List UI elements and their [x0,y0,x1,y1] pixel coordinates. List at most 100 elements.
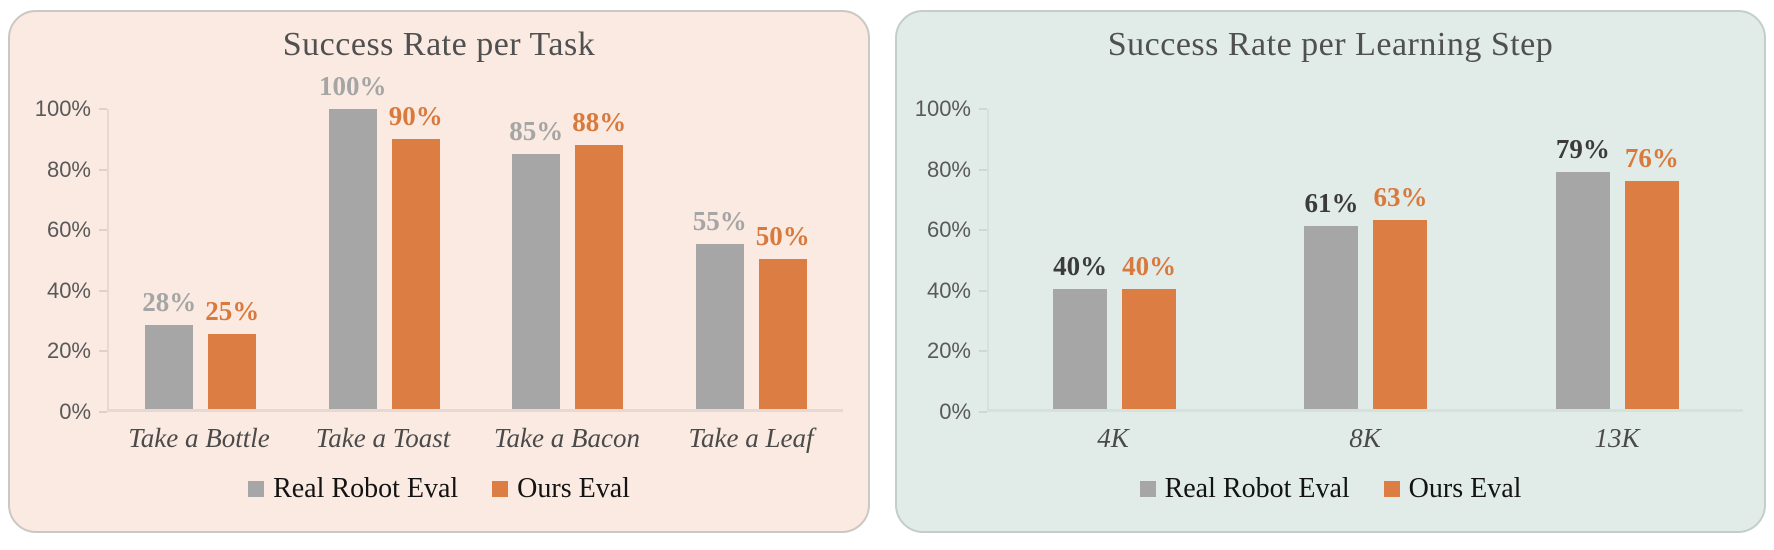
bar-ours-eval: 88% [572,107,626,409]
chart-body: 100% 80% 60% 40% 20% 0% 40% 40% 61% 63% 79% 76% 4K… [897,96,1764,454]
legend-label: Real Robot Eval [1164,473,1350,504]
y-tick-mark [99,229,107,232]
y-tick-label: 20% [46,338,91,364]
plot-area: 40% 40% 61% 63% 79% 76% [987,109,1743,412]
bar-real-robot-eval: 61% [1304,188,1359,409]
bar-group: 28% 25% [109,109,293,409]
bar-value-label: 88% [572,107,627,137]
x-axis-labels: Take a Bottle Take a Toast Take a Bacon Tak… [107,423,843,454]
x-category-label: Take a Bottle [128,423,270,453]
legend-item: Real Robot Eval [1139,473,1350,505]
bar-pair: 55% 50% [693,109,810,409]
bar-real-robot-eval: 55% [693,206,747,409]
bar-value-label: 28% [142,287,197,317]
y-tick-mark [99,108,107,110]
bar-group: 100% 90% [293,71,477,409]
legend-item: Ours Eval [492,473,630,505]
y-tick-mark [979,289,987,292]
bar-value-label: 40% [1122,251,1177,281]
bar-value-label: 90% [388,101,443,131]
legend-swatch-icon [1383,481,1400,497]
bar-real-robot-eval: 40% [1053,251,1108,409]
legend-label: Real Robot Eval [273,473,459,504]
legend-swatch-icon [248,481,265,497]
bar-group: 55% 50% [660,109,844,409]
x-category-label: 13K [1594,423,1640,453]
bar-real-robot-eval: 79% [1555,134,1610,409]
y-tick-label: 0% [939,399,971,424]
y-tick-label: 80% [926,156,971,182]
bar-pair: 100% 90% [319,71,443,409]
bar-pair: 40% 40% [1053,109,1177,409]
plot-wrap: 28% 25% 100% 90% 85% 88% 55% 50% Take a Bottle T… [107,71,844,454]
legend: Real Robot Eval Ours Eval [10,473,868,505]
legend-label: Ours Eval [517,473,630,504]
x-category-label: 8K [1349,423,1381,453]
bar-real-robot-eval: 28% [142,287,196,409]
x-category-label: 4K [1097,423,1129,453]
bar-value-label: 85% [509,116,564,146]
y-tick-label: 100% [914,96,971,121]
x-axis-labels: 4K 8K 13K [987,423,1743,454]
bar-real-robot-eval: 85% [509,116,563,409]
y-tick-label: 100% [34,96,91,121]
bar-pair: 79% 76% [1555,109,1679,409]
plot-wrap: 40% 40% 61% 63% 79% 76% 4K 8K 13K [987,109,1743,454]
y-tick-mark [979,168,987,171]
bar-ours-eval: 63% [1373,182,1428,409]
bar-value-label: 100% [319,71,387,101]
y-tick-mark [979,411,987,413]
legend-item: Real Robot Eval [248,473,458,505]
bar-value-label: 40% [1053,251,1108,281]
bar-value-label: 55% [692,206,747,236]
bar-group: 79% 76% [1492,109,1743,409]
bar-pair: 28% 25% [142,109,259,409]
legend-label: Ours Eval [1408,473,1522,504]
y-tick-label: 40% [46,277,91,303]
y-tick-label: 60% [926,217,971,243]
bar-value-label: 50% [755,221,810,251]
chart-title: Success Rate per Task [282,26,596,63]
bar-pair: 61% 63% [1304,109,1428,409]
y-tick-mark [979,108,987,110]
legend-swatch-icon [492,481,509,497]
chart-body: 100% 80% 60% 40% 20% 0% 28% 25% 100% 90% 85% 88% 55… [10,71,868,454]
legend-item: Ours Eval [1383,473,1522,505]
y-tick-mark [99,289,107,292]
bar-value-label: 79% [1555,134,1610,164]
bar-group: 40% 40% [989,109,1240,409]
bar-value-label: 63% [1373,182,1428,212]
y-tick-mark [99,411,107,413]
y-tick-mark [99,168,107,171]
y-axis: 100% 80% 60% 40% 20% 0% [897,96,987,424]
x-category-label: Take a Bacon [494,423,640,453]
x-category-label: Take a Toast [315,423,451,453]
y-tick-mark [979,229,987,232]
bar-pair: 85% 88% [509,107,626,409]
y-axis: 100% 80% 60% 40% 20% 0% [10,96,107,424]
bar-ours-eval: 90% [389,101,443,409]
bar-value-label: 76% [1624,143,1679,173]
bar-ours-eval: 50% [756,221,810,409]
chart-card-success-rate-per-learning-step: Success Rate per Learning Step 100% 80% 60… [895,10,1766,533]
bar-ours-eval: 40% [1122,251,1177,409]
legend-swatch-icon [1139,481,1156,497]
bar-group: 61% 63% [1240,109,1491,409]
y-tick-label: 20% [926,338,971,364]
y-tick-label: 0% [59,399,91,424]
bar-ours-eval: 76% [1624,143,1679,409]
bar-real-robot-eval: 100% [319,71,387,409]
bar-value-label: 61% [1304,188,1359,218]
y-tick-label: 40% [926,277,971,303]
y-tick-mark [99,350,107,353]
chart-title: Success Rate per Learning Step [1107,26,1554,63]
bar-group: 85% 88% [476,107,660,409]
plot-area: 28% 25% 100% 90% 85% 88% 55% 50% [107,71,844,412]
y-tick-mark [979,350,987,353]
legend: Real Robot Eval Ours Eval [897,473,1764,505]
bar-value-label: 25% [205,296,260,326]
bar-ours-eval: 25% [205,296,259,409]
y-tick-label: 80% [46,156,91,182]
x-category-label: Take a Leaf [688,423,814,453]
